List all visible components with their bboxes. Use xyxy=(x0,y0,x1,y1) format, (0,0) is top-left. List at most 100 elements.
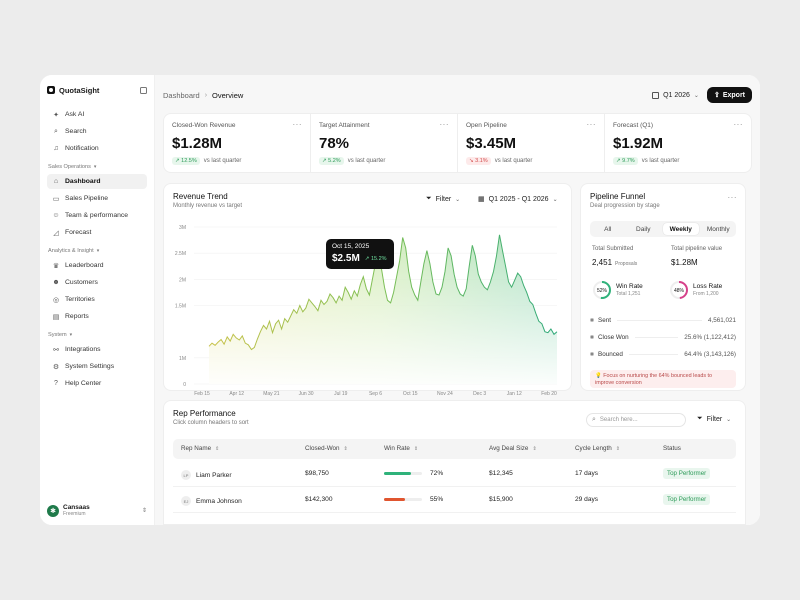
col-cycle-length[interactable]: Cycle Length ⇕ xyxy=(575,445,620,452)
nav-sales-pipeline[interactable]: ▭ Sales Pipeline xyxy=(47,191,147,206)
user-switcher[interactable]: ✱ Cansaas Freemium ⇕ xyxy=(47,504,147,517)
table-row[interactable]: EJ Emma Johnson $142,300 55% $15,900 29 d… xyxy=(173,487,736,513)
stage-close-won[interactable]: Close Won 25.6% (1,122,412) xyxy=(590,331,736,343)
rep-avatar: EJ xyxy=(181,496,191,506)
section-analytics[interactable]: Analytics & Insight ▾ xyxy=(48,248,147,254)
nav-search[interactable]: ⌕ Search xyxy=(47,124,147,139)
sort-icon: ⇕ xyxy=(615,445,620,452)
col-rep-name[interactable]: Rep Name ⇕ xyxy=(181,445,220,452)
funnel-subtitle: Deal progression by stage xyxy=(590,203,660,209)
closed-won-cell: $98,750 xyxy=(305,470,329,477)
revenue-area-fade xyxy=(209,234,557,384)
tab-daily[interactable]: Daily xyxy=(636,225,651,233)
sort-icon: ⇕ xyxy=(215,445,220,452)
revenue-filter-button[interactable]: ⏷ Filter ⌄ xyxy=(426,195,460,203)
col-win-rate[interactable]: Win Rate ⇕ xyxy=(384,445,419,452)
nav-forecast[interactable]: ◿ Forecast xyxy=(47,225,147,240)
sidebar-collapse-icon[interactable] xyxy=(140,86,147,94)
avg-deal-cell: $12,345 xyxy=(489,470,513,477)
more-icon[interactable]: ··· xyxy=(727,193,737,202)
nav-ask-ai[interactable]: ✦ Ask AI xyxy=(47,107,147,122)
win-rate-bar-fill xyxy=(384,472,412,475)
breadcrumb-root[interactable]: Dashboard xyxy=(163,90,200,100)
col-avg-deal-size[interactable]: Avg Deal Size ⇕ xyxy=(489,445,537,452)
avg-deal-cell: $15,900 xyxy=(489,496,513,503)
nav-label: Leaderboard xyxy=(65,262,104,269)
user-plan: Freemium xyxy=(63,511,86,517)
cycle-cell: 17 days xyxy=(575,470,599,477)
x-tick-label: Jan 12 xyxy=(507,391,522,397)
status-badge: Top Performer xyxy=(663,494,711,505)
tab-all[interactable]: All xyxy=(604,225,612,233)
loss-rate-arc xyxy=(670,281,688,299)
sort-icon: ⇕ xyxy=(343,445,348,452)
section-sales-operations[interactable]: Sales Operations ▾ xyxy=(48,164,147,170)
plug-icon: ⚯ xyxy=(53,346,59,354)
range-selector[interactable]: ▦ Q1 2025 - Q1 2026 ⌄ xyxy=(478,195,558,204)
more-icon[interactable]: ··· xyxy=(733,120,743,129)
chevron-down-icon: ⌄ xyxy=(552,196,558,203)
tooltip-date: Oct 15, 2025 xyxy=(332,243,370,250)
x-tick-label: Jul 19 xyxy=(334,391,348,397)
reps-filter-button[interactable]: ⏷ Filter ⌄ xyxy=(697,415,731,423)
table-row[interactable]: LP Liam Parker $98,750 72% $12,345 17 day… xyxy=(173,461,736,487)
stage-label: Sent xyxy=(598,316,611,324)
nav-leaderboard[interactable]: ♛ Leaderboard xyxy=(47,258,147,273)
nav-notification[interactable]: ♫ Notification xyxy=(47,141,147,156)
nav-dashboard[interactable]: ⌂ Dashboard xyxy=(47,174,147,189)
sort-icon: ⇕ xyxy=(413,445,419,452)
y-tick-label: 1M xyxy=(179,356,186,362)
x-tick-label: Nov 24 xyxy=(437,391,453,397)
sidebar: QuotaSight ✦ Ask AI ⌕ Search ♫ Notificat… xyxy=(40,75,155,525)
tab-weekly[interactable]: Weekly xyxy=(663,223,699,235)
col-closed-won[interactable]: Closed-Won ⇕ xyxy=(305,445,348,452)
win-rate-title: Win Rate xyxy=(616,282,643,290)
x-tick-label: Oct 15 xyxy=(403,391,418,397)
range-label: Q1 2025 - Q1 2026 xyxy=(488,195,549,203)
logo-icon xyxy=(47,86,55,94)
chevron-down-icon: ▾ xyxy=(93,164,97,170)
stage-label: Close Won xyxy=(598,333,629,341)
loss-rate: 48% Loss Rate From 1,200 xyxy=(669,280,722,300)
more-icon[interactable]: ··· xyxy=(586,120,596,129)
nav-integrations[interactable]: ⚯ Integrations xyxy=(47,342,147,357)
stage-sent[interactable]: Sent 4,561,021 xyxy=(590,314,736,326)
main-area: Dashboard › Overview Q1 2026 ⌄ ⇪ Export … xyxy=(155,75,760,525)
kpi-value: 78% xyxy=(319,135,350,152)
delta-note: vs last quarter xyxy=(203,158,242,164)
sparkle-icon: ✦ xyxy=(53,111,59,119)
col-status[interactable]: Status xyxy=(663,445,681,452)
gear-icon: ⚙ xyxy=(52,363,60,371)
nav-team-performance[interactable]: ☺ Team & performance xyxy=(47,208,147,223)
revenue-line xyxy=(208,234,558,351)
rep-name-cell: LP Liam Parker xyxy=(181,470,232,480)
kpi-label: Target Attainment xyxy=(319,122,370,129)
nav-help-center[interactable]: ? Help Center xyxy=(47,376,147,391)
tab-monthly[interactable]: Monthly xyxy=(706,225,730,233)
kpi-strip: Closed-Won Revenue ··· $1.28M ↗ 12.5% vs … xyxy=(163,113,752,173)
section-system[interactable]: System ▾ xyxy=(48,332,147,338)
rep-search-input[interactable]: ⌕ Search here... xyxy=(586,413,686,427)
document-icon: ▤ xyxy=(52,313,60,321)
delta-note: vs last quarter xyxy=(347,158,386,164)
quarter-selector[interactable]: Q1 2026 ⌄ xyxy=(652,91,699,99)
win-rate: 52% Win Rate Total 1,251 xyxy=(592,280,643,300)
reps-title: Rep Performance xyxy=(173,409,236,418)
nav-customers[interactable]: ☻ Customers xyxy=(47,275,147,290)
x-tick-label: Feb 20 xyxy=(541,391,557,397)
total-submitted-label: Total Submitted xyxy=(592,246,634,252)
export-icon: ⇪ xyxy=(713,92,720,99)
nav-system-settings[interactable]: ⚙ System Settings xyxy=(47,359,147,374)
kpi-label: Open Pipeline xyxy=(466,122,507,129)
nav-reports[interactable]: ▤ Reports xyxy=(47,309,147,324)
kpi-open-pipeline: Open Pipeline ··· $3.45M ↘ 3.1% vs last q… xyxy=(458,114,605,172)
export-button[interactable]: ⇪ Export xyxy=(706,87,752,103)
pipeline-funnel-card: Pipeline Funnel Deal progression by stag… xyxy=(580,183,746,391)
topbar: Dashboard › Overview Q1 2026 ⌄ ⇪ Export xyxy=(163,85,752,105)
more-icon[interactable]: ··· xyxy=(292,120,302,129)
stage-bounced[interactable]: Bounced 64.4% (3,143,126) xyxy=(590,348,736,360)
nav-territories[interactable]: ◎ Territories xyxy=(47,292,147,307)
more-icon[interactable]: ··· xyxy=(439,120,449,129)
win-rate-bar xyxy=(384,472,422,475)
nav-label: Customers xyxy=(65,279,98,286)
